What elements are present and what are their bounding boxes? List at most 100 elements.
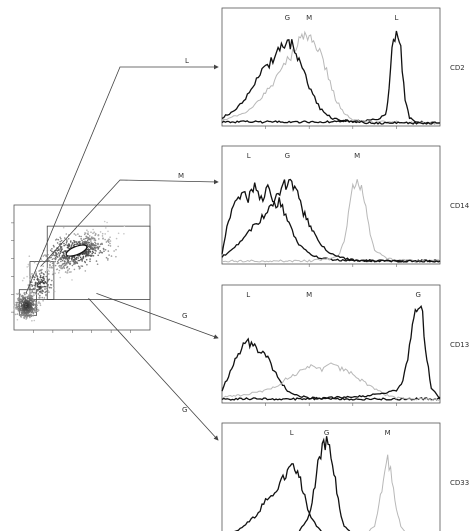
arrow-label-g: G xyxy=(182,312,187,320)
event-dot xyxy=(19,293,22,296)
series-line-g xyxy=(221,39,441,125)
event-dot xyxy=(29,277,31,279)
event-dot xyxy=(44,254,46,256)
event-dot xyxy=(84,260,86,263)
event-dot xyxy=(54,254,56,257)
event-dot xyxy=(97,234,100,236)
event-dot xyxy=(109,240,112,242)
event-dot xyxy=(86,239,89,242)
event-dot xyxy=(115,248,117,251)
event-dot xyxy=(74,260,77,263)
event-dot xyxy=(29,305,32,308)
event-dot xyxy=(48,286,51,289)
event-dot xyxy=(40,269,42,272)
event-dot xyxy=(92,255,95,257)
event-dot xyxy=(68,257,70,260)
event-dot xyxy=(39,283,41,285)
event-dot xyxy=(94,241,96,244)
event-dot xyxy=(88,252,90,255)
event-dot xyxy=(36,310,39,313)
event-dot xyxy=(24,297,27,300)
event-dot xyxy=(123,224,126,227)
event-dot xyxy=(39,273,41,275)
series-line-m xyxy=(221,179,441,263)
event-dot xyxy=(21,304,24,307)
event-dot xyxy=(60,248,62,250)
event-dot xyxy=(34,309,37,311)
series-label-g: G xyxy=(324,429,329,437)
event-dot xyxy=(66,270,69,272)
series-label-g: G xyxy=(285,14,290,22)
event-dot xyxy=(65,233,68,235)
event-dot xyxy=(78,243,81,245)
event-dot xyxy=(46,267,48,270)
event-dot xyxy=(29,279,32,281)
event-dot xyxy=(87,236,90,239)
event-dot xyxy=(36,279,39,281)
event-dot xyxy=(87,243,89,246)
event-dot xyxy=(27,294,30,296)
event-dot xyxy=(26,315,29,318)
event-dot xyxy=(29,288,32,290)
event-dot xyxy=(35,290,38,293)
event-dot xyxy=(39,294,41,297)
event-dot xyxy=(107,257,109,260)
event-dot xyxy=(48,273,50,275)
event-dot xyxy=(25,318,27,320)
event-dot xyxy=(103,248,105,251)
event-dot xyxy=(43,278,46,280)
event-dot xyxy=(41,260,43,262)
event-dot xyxy=(31,303,33,306)
series-line-l xyxy=(234,463,322,531)
event-dot xyxy=(65,250,67,252)
event-dot xyxy=(66,239,68,241)
event-dot xyxy=(34,300,36,302)
event-dot xyxy=(26,297,29,300)
event-dot xyxy=(46,278,49,280)
event-dot xyxy=(78,235,81,237)
event-dot xyxy=(26,275,28,278)
event-dot xyxy=(38,291,41,293)
event-dot xyxy=(28,287,31,289)
series-label-l: L xyxy=(394,14,398,22)
event-dot xyxy=(28,313,30,316)
gate-arrows: L M G G xyxy=(25,57,219,441)
event-dot xyxy=(27,296,29,298)
event-dot xyxy=(101,235,104,237)
event-dot xyxy=(87,242,89,244)
event-dot xyxy=(69,271,71,273)
event-dot xyxy=(77,241,80,243)
event-dot xyxy=(28,315,31,318)
event-dot xyxy=(41,268,43,271)
event-dot xyxy=(63,237,66,239)
event-dot xyxy=(31,320,33,322)
event-dot xyxy=(27,308,29,310)
event-dot xyxy=(67,237,70,240)
event-dot xyxy=(84,251,87,254)
event-dot xyxy=(115,255,117,258)
event-dot xyxy=(95,247,97,249)
gate-g xyxy=(46,225,151,300)
event-dot xyxy=(93,239,95,241)
event-dot xyxy=(115,237,118,240)
event-dot xyxy=(15,306,17,309)
event-dot xyxy=(66,262,68,265)
event-dot xyxy=(19,297,21,300)
event-dot xyxy=(75,243,77,246)
event-dot xyxy=(73,233,76,235)
event-dot xyxy=(93,231,95,233)
event-dot xyxy=(29,304,32,307)
event-dot xyxy=(92,228,94,231)
event-dot xyxy=(15,301,17,304)
event-dot xyxy=(107,250,110,252)
event-dot xyxy=(22,301,24,304)
event-dot xyxy=(15,293,18,295)
event-dot xyxy=(92,232,94,235)
event-dot xyxy=(35,274,37,277)
event-dot xyxy=(44,291,46,294)
event-dot xyxy=(76,261,78,263)
event-dot xyxy=(93,246,96,249)
histogram-frame xyxy=(221,284,441,404)
event-dot xyxy=(117,232,120,235)
series-label-g: G xyxy=(415,291,420,299)
